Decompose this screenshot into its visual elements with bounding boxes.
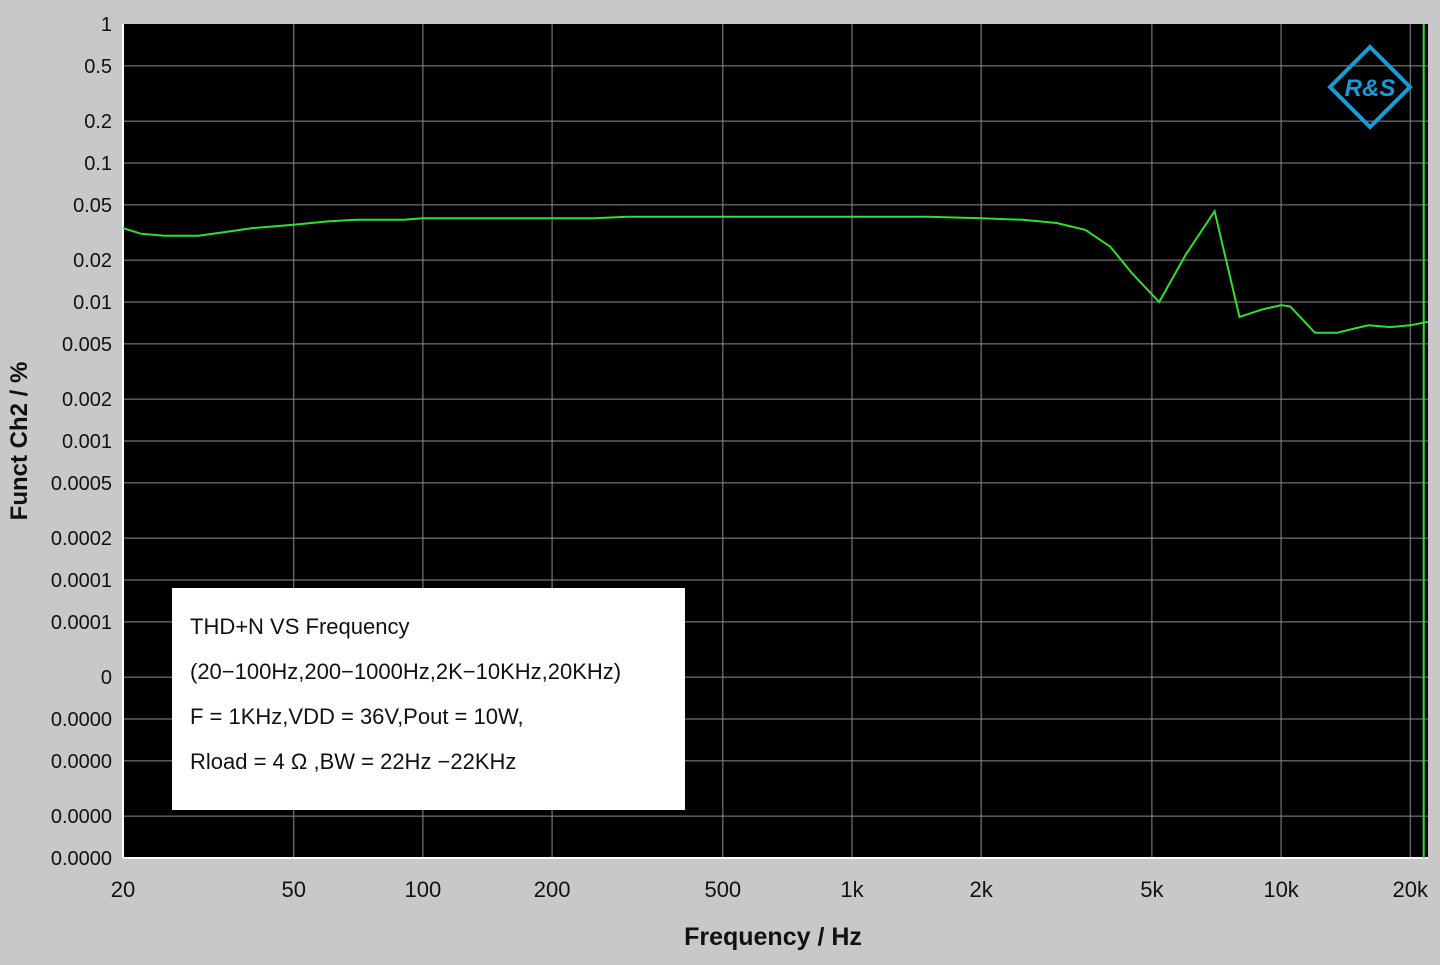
y-tick-label: 0.0001 bbox=[51, 612, 112, 634]
annotation-line: (20−100Hz,200−1000Hz,2K−10KHz,20KHz) bbox=[190, 659, 621, 684]
x-tick-label: 50 bbox=[282, 877, 306, 902]
y-tick-label: 0.002 bbox=[62, 389, 112, 411]
x-tick-label: 20 bbox=[111, 877, 135, 902]
x-tick-label: 20k bbox=[1392, 877, 1428, 902]
y-tick-label: 0.0000 bbox=[51, 709, 112, 731]
y-tick-label: 0.02 bbox=[73, 250, 112, 272]
annotation-line: Rload = 4 Ω ,BW = 22Hz −22KHz bbox=[190, 749, 516, 774]
logo-diamond bbox=[1327, 44, 1413, 130]
y-tick-label: 1 bbox=[101, 14, 112, 36]
grid-lines bbox=[123, 24, 1428, 858]
y-tick-label: 0.005 bbox=[62, 334, 112, 356]
x-tick-label: 10k bbox=[1263, 877, 1299, 902]
y-tick-label: 0.0002 bbox=[51, 528, 112, 550]
series-line bbox=[122, 208, 1429, 334]
y-tick-label: 0.2 bbox=[84, 111, 112, 133]
x-tick-label: 1k bbox=[840, 877, 864, 902]
y-tick-label: 0.05 bbox=[73, 195, 112, 217]
x-tick-labels: 20 50 100 200 500 1k 2k 5k 10k 20k bbox=[111, 877, 1429, 902]
y-tick-label: 0.0000 bbox=[51, 848, 112, 870]
y-tick-label: 0.0001 bbox=[51, 570, 112, 592]
y-tick-label: 0.1 bbox=[84, 153, 112, 175]
rohde-schwarz-logo: R&S bbox=[1327, 44, 1413, 130]
x-tick-label: 500 bbox=[704, 877, 741, 902]
y-tick-label: 0.0000 bbox=[51, 751, 112, 773]
y-tick-label: 0.0005 bbox=[51, 473, 112, 495]
annotation-box: THD+N VS Frequency (20−100Hz,200−1000Hz,2… bbox=[172, 588, 685, 810]
x-tick-label: 200 bbox=[534, 877, 571, 902]
y-axis-label: Funct Ch2 / % bbox=[6, 362, 33, 521]
y-tick-label: 0.001 bbox=[62, 431, 112, 453]
annotation-line: THD+N VS Frequency bbox=[190, 614, 409, 639]
x-tick-label: 2k bbox=[970, 877, 994, 902]
x-tick-label: 100 bbox=[405, 877, 442, 902]
x-axis-label: Frequency / Hz bbox=[684, 923, 862, 951]
y-tick-label: 0.01 bbox=[73, 292, 112, 314]
y-tick-label: 0 bbox=[101, 667, 112, 689]
annotation-background bbox=[172, 588, 685, 810]
y-tick-label: 0.0000 bbox=[51, 806, 112, 828]
series-layer bbox=[122, 208, 1429, 334]
x-tick-label: 5k bbox=[1140, 877, 1164, 902]
logo-text: R&S bbox=[1345, 75, 1396, 102]
y-tick-label: 0.5 bbox=[84, 56, 112, 78]
annotation-line: F = 1KHz,VDD = 36V,Pout = 10W, bbox=[190, 704, 524, 729]
y-tick-labels: 1 0.5 0.2 0.1 0.05 0.02 0.01 0.005 0.002 0.001 0.0… bbox=[51, 14, 112, 870]
